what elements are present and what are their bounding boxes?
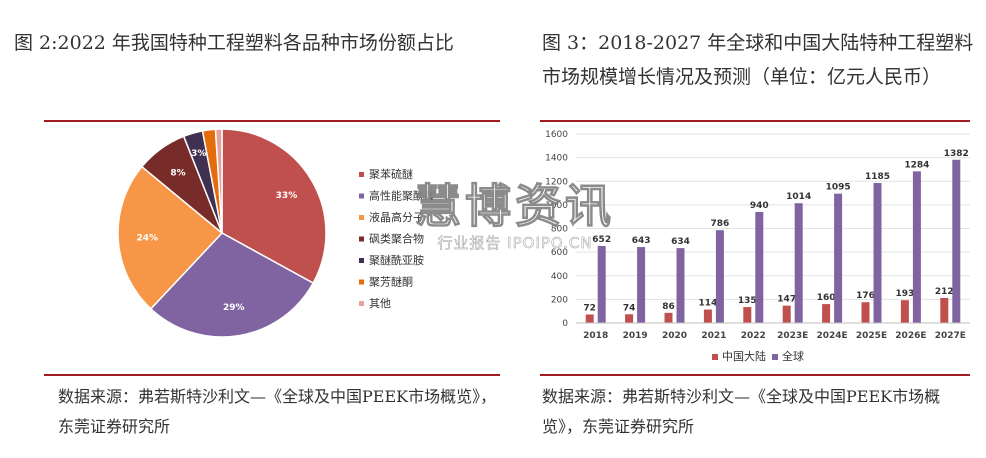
legend-swatch: [772, 354, 778, 360]
bar: [940, 297, 949, 323]
legend-swatch: [359, 301, 364, 306]
bar-data-label: 940: [750, 201, 769, 211]
x-tick-label: 2018: [583, 331, 608, 341]
x-tick-label: 2020: [662, 331, 687, 341]
bar: [743, 307, 752, 323]
legend-label: 砜类聚合物: [369, 232, 424, 246]
bar-data-label: 72: [583, 303, 596, 313]
bar-data-label: 176: [856, 291, 875, 301]
bar-data-label: 652: [592, 235, 611, 245]
bar: [794, 203, 803, 323]
legend-swatch: [359, 258, 364, 263]
bar-data-label: 786: [711, 219, 730, 229]
legend-label: 聚醚酰亚胺: [369, 253, 424, 267]
y-tick-label: 200: [551, 295, 568, 305]
pie-slice: [149, 232, 315, 338]
pie-source-note: 数据来源：弗若斯特沙利文—《全球及中国PEEK市场概览》，东莞证券研究所: [58, 387, 497, 436]
bar: [900, 300, 909, 323]
legend-label: 液晶高分子: [369, 210, 424, 224]
bar: [861, 302, 870, 323]
bar: [873, 183, 882, 323]
bar-data-label: 634: [671, 237, 690, 247]
legend-label: 其他: [369, 297, 391, 310]
y-tick-label: 1600: [545, 130, 568, 140]
y-tick-label: 600: [551, 248, 568, 258]
x-tick-label: 2024E: [816, 331, 847, 341]
legend-swatch: [359, 215, 364, 220]
bar-data-label: 74: [623, 303, 636, 313]
bar-data-label: 1185: [865, 172, 890, 182]
bar: [834, 193, 843, 323]
bar-data-label: 1382: [944, 149, 969, 159]
bar-data-label: 114: [699, 299, 718, 309]
bar-source-note: 数据来源：弗若斯特沙利文—《全球及中国PEEK市场概览》，东莞证券研究所: [542, 387, 941, 436]
bar: [637, 247, 646, 323]
pie-data-label: 8%: [170, 168, 185, 178]
bottom-divider: [540, 374, 970, 376]
bar-chart: 0 200 400 600 800 1000 1200 1400 1600 72 652 74 643…: [545, 130, 970, 363]
bar-data-label: 193: [896, 289, 915, 299]
y-tick-label: 1200: [545, 177, 568, 187]
bar-data-label: 147: [777, 295, 796, 305]
pie-figure-panel: 图 2:2022 年我国特种工程塑料各品种市场份额占比 33% 29% 24% 8% 3…: [14, 32, 500, 436]
bar: [625, 314, 634, 323]
y-tick-label: 800: [551, 225, 568, 235]
bar: [676, 248, 685, 323]
pie-slice: [117, 165, 224, 310]
x-tick-label: 2022: [741, 331, 766, 341]
pie-figure-title: 图 2:2022 年我国特种工程塑料各品种市场份额占比: [14, 32, 454, 54]
bar: [585, 314, 594, 323]
legend-swatch: [359, 193, 364, 199]
bar: [597, 245, 606, 323]
top-divider: [540, 120, 970, 122]
x-tick-label: 2026E: [895, 331, 926, 341]
pie-data-label: 33%: [276, 191, 298, 201]
legend-label: 全球: [782, 349, 804, 363]
bar: [715, 230, 724, 323]
legend-label: 聚苯硫醚: [369, 167, 413, 181]
legend-label: 聚芳醚酮: [369, 275, 413, 289]
bar: [912, 171, 921, 323]
bottom-divider: [44, 374, 500, 376]
top-divider: [44, 120, 500, 122]
pie-slice: [214, 128, 223, 234]
bar-data-label: 86: [662, 302, 675, 312]
bar: [822, 304, 831, 323]
bar-figure-panel: 图 3：2018-2027 年全球和中国大陆特种工程塑料市场规模增长情况及预测（…: [540, 0, 980, 458]
bar: [755, 211, 764, 323]
bar: [703, 309, 712, 323]
bar-data-label: 212: [935, 287, 954, 297]
x-tick-label: 2023E: [777, 331, 808, 341]
pie-chart: 33%29%24%8%3%2%1% 聚苯硫醚高性能聚酰胺液晶高分子砜类聚合物聚醚…: [117, 128, 435, 338]
pie-data-label: 3%: [191, 149, 206, 159]
y-tick-label: 1400: [545, 154, 568, 164]
legend-swatch: [359, 172, 364, 177]
bar-data-label: 160: [817, 293, 836, 303]
x-tick-label: 2021: [701, 331, 726, 341]
y-tick-label: 0: [562, 319, 568, 329]
bar-data-label: 1014: [786, 192, 811, 202]
bar-figure-title: 图 3：2018-2027 年全球和中国大陆特种工程塑料市场规模增长情况及预测（…: [542, 32, 974, 88]
legend-swatch: [359, 279, 364, 285]
pie-slice: [221, 128, 327, 285]
x-tick-label: 2025E: [856, 331, 887, 341]
legend-swatch: [359, 236, 364, 242]
legend-label: 中国大陆: [722, 349, 766, 363]
bar-data-label: 643: [632, 236, 651, 246]
bar: [952, 159, 961, 323]
y-tick-label: 400: [551, 272, 568, 282]
y-tick-label: 1000: [545, 201, 568, 211]
x-tick-label: 2019: [623, 331, 648, 341]
bar-data-label: 135: [738, 296, 757, 306]
legend-swatch: [712, 354, 718, 360]
pie-data-label: 24%: [136, 234, 158, 244]
x-tick-label: 2027E: [935, 331, 966, 341]
bar: [782, 305, 791, 323]
bar-data-label: 1095: [826, 183, 851, 193]
pie-data-label: 29%: [223, 303, 245, 313]
bar: [664, 312, 673, 323]
bar-data-label: 1284: [904, 160, 929, 170]
legend-label: 高性能聚酰胺: [369, 189, 435, 203]
